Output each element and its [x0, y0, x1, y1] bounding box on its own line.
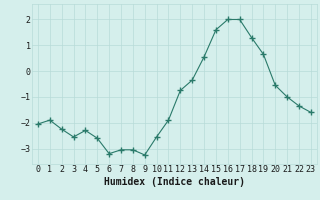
X-axis label: Humidex (Indice chaleur): Humidex (Indice chaleur): [104, 177, 245, 187]
